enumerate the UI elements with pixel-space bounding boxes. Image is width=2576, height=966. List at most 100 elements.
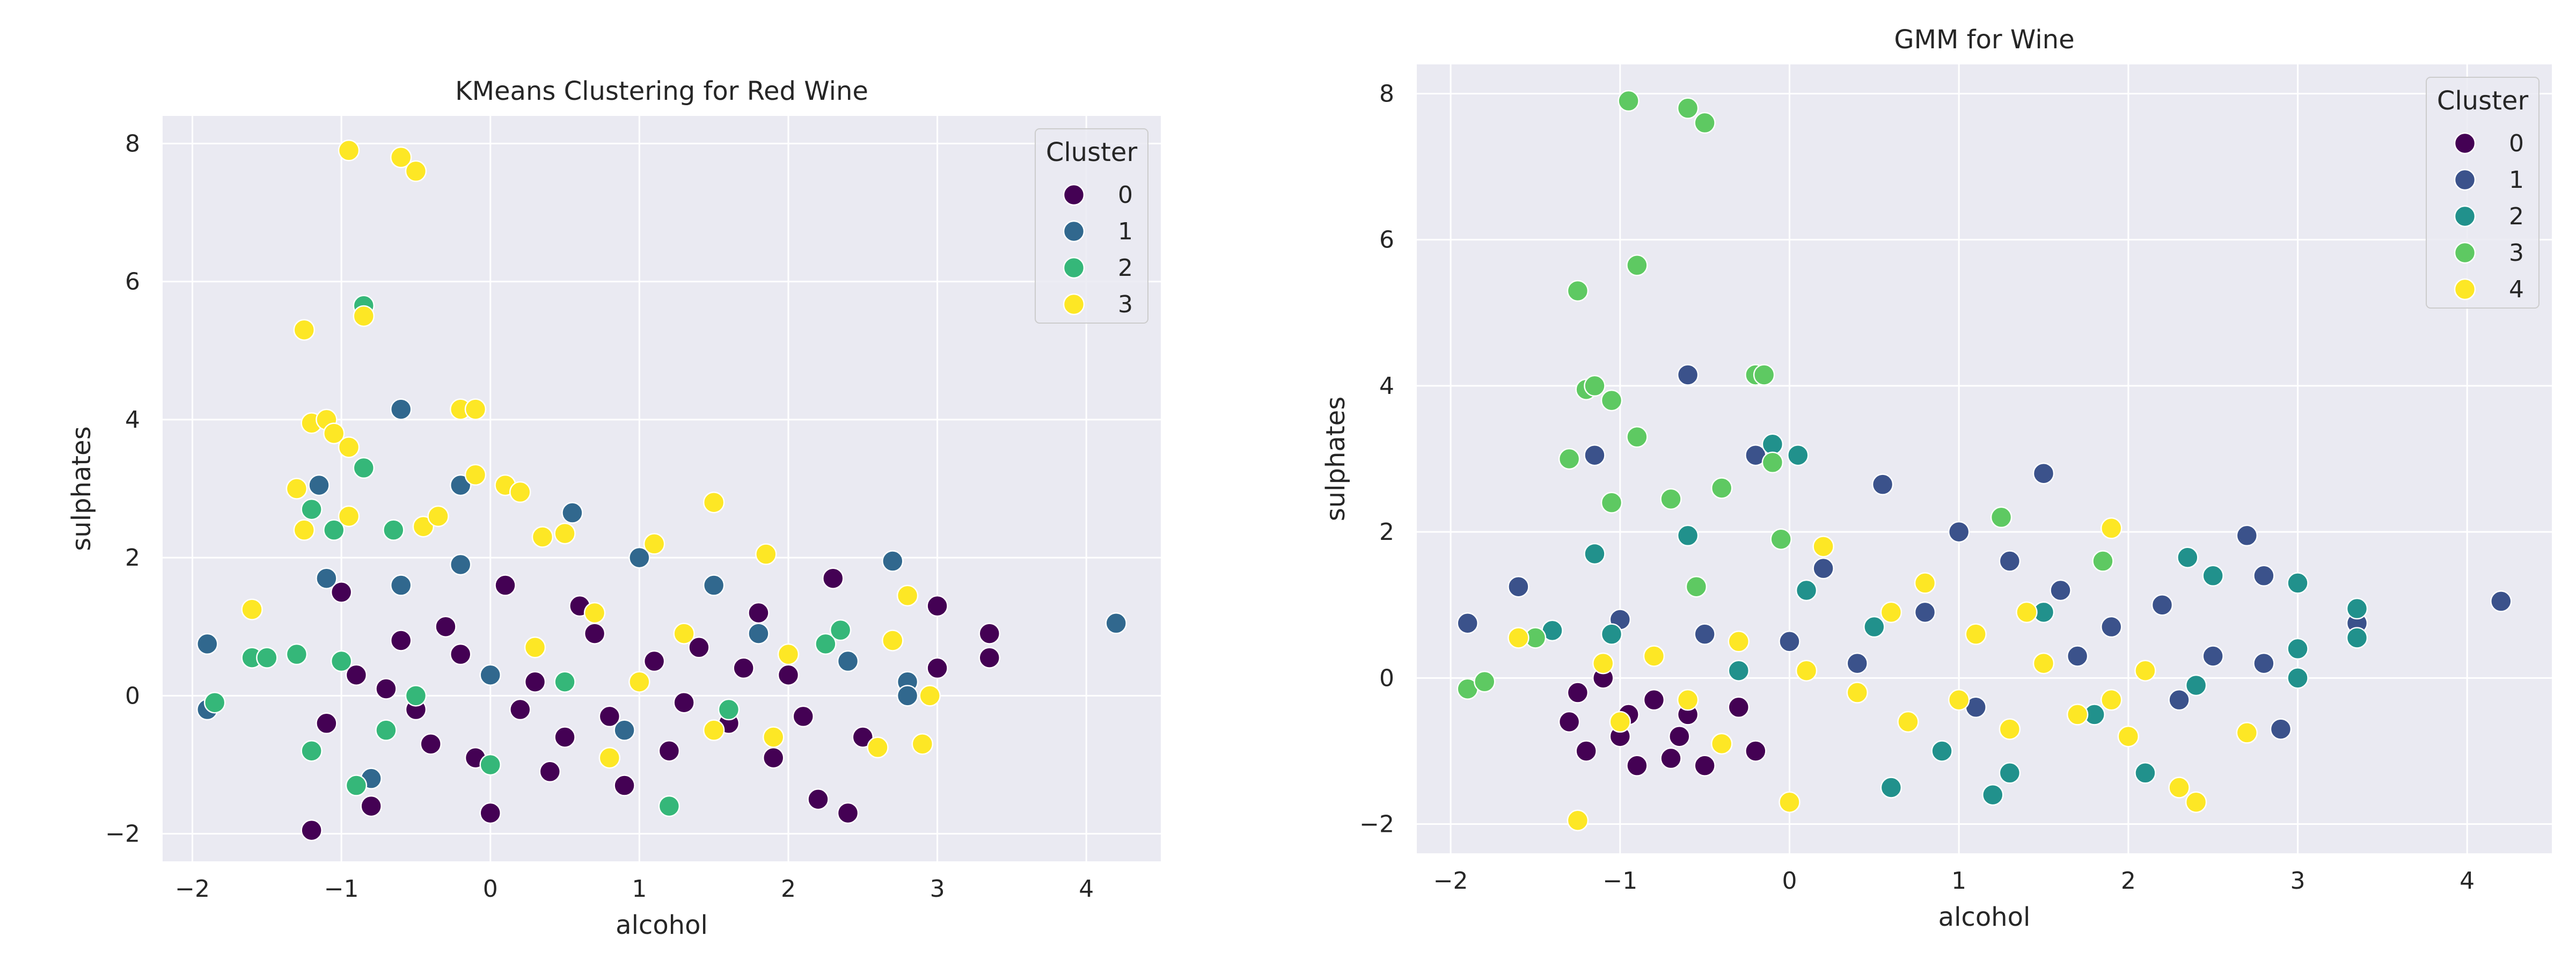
- scatter-point-cluster-4: [1965, 623, 1987, 645]
- scatter-point-cluster-0: [643, 650, 665, 672]
- scatter-point-cluster-2: [2287, 572, 2309, 594]
- scatter-point-cluster-2: [405, 685, 427, 707]
- scatter-point-cluster-0: [1558, 711, 1580, 733]
- scatter-point-cluster-3: [1618, 90, 1640, 112]
- scatter-point-cluster-3: [598, 747, 621, 769]
- scatter-point-cluster-4: [1897, 711, 1919, 733]
- scatter-point-cluster-4: [2117, 725, 2140, 748]
- scatter-point-cluster-0: [1745, 740, 1767, 762]
- legend-marker: [1063, 257, 1085, 279]
- scatter-point-cluster-2: [256, 647, 278, 669]
- scatter-point-cluster-2: [1931, 740, 1953, 762]
- scatter-point-cluster-0: [978, 623, 1000, 645]
- scatter-point-cluster-4: [1567, 809, 1589, 831]
- scatter-point-cluster-4: [1677, 689, 1699, 711]
- scatter-point-cluster-0: [852, 726, 874, 748]
- scatter-point-cluster-1: [1948, 521, 1970, 543]
- scatter-point-cluster-0: [435, 616, 457, 638]
- scatter-point-cluster-1: [2202, 645, 2224, 667]
- scatter-point-cluster-2: [2134, 762, 2156, 784]
- scatter-point-cluster-4: [1609, 711, 1631, 733]
- scatter-point-cluster-4: [1999, 718, 2021, 740]
- scatter-point-cluster-0: [301, 819, 323, 841]
- legend-marker: [2454, 169, 2476, 191]
- scatter-point-cluster-4: [1880, 601, 1902, 624]
- scatter-point-cluster-2: [323, 519, 345, 541]
- scatter-point-cluster-2: [1787, 444, 1809, 466]
- scatter-point-cluster-3: [583, 602, 606, 624]
- scatter-point-cluster-3: [1600, 389, 1623, 412]
- kmeans-scatter-panel: −2 −1 0 1 2 3 4 −2 0 2 4 6 8 KMeans Clustering for Re…: [67, 76, 1161, 940]
- scatter-point-cluster-0: [479, 802, 501, 824]
- scatter-point-cluster-1: [1105, 612, 1127, 634]
- legend-entry-label: 0: [1118, 181, 1133, 209]
- scatter-point-cluster-3: [1685, 575, 1708, 598]
- legend-entry-label: 2: [2509, 203, 2524, 230]
- scatter-point-cluster-2: [330, 650, 353, 672]
- scatter-point-cluster-1: [1914, 601, 1936, 624]
- x-tick-label: −2: [175, 875, 210, 903]
- scatter-point-cluster-2: [286, 643, 308, 665]
- legend-entry-label: 2: [1118, 254, 1133, 282]
- scatter-point-cluster-3: [412, 515, 435, 538]
- scatter-point-cluster-2: [1677, 524, 1699, 547]
- scatter-point-cluster-3: [338, 140, 360, 162]
- scatter-point-cluster-3: [867, 736, 889, 759]
- scatter-point-cluster-1: [2253, 565, 2275, 587]
- scatter-point-cluster-2: [1600, 623, 1623, 645]
- scatter-point-cluster-4: [2185, 791, 2207, 813]
- scatter-point-cluster-0: [390, 630, 412, 652]
- legend-marker: [1063, 184, 1085, 206]
- scatter-point-cluster-3: [464, 398, 487, 420]
- scatter-point-cluster-3: [919, 685, 941, 707]
- scatter-point-cluster-3: [762, 726, 785, 748]
- x-tick-label: 2: [2121, 867, 2136, 895]
- scatter-point-cluster-1: [1812, 557, 1834, 580]
- y-tick-label: 2: [125, 544, 140, 572]
- y-tick-label: 4: [1379, 372, 1394, 400]
- y-tick-label: 8: [1379, 80, 1394, 107]
- scatter-point-cluster-0: [509, 698, 531, 721]
- scatter-point-cluster-3: [1626, 254, 1648, 276]
- scatter-point-cluster-2: [479, 753, 501, 776]
- scatter-point-cluster-0: [360, 795, 382, 817]
- scatter-point-cluster-3: [464, 464, 487, 486]
- y-tick-label: 8: [125, 130, 140, 157]
- scatter-point-cluster-3: [755, 543, 777, 565]
- scatter-point-cluster-4: [2168, 777, 2190, 799]
- scatter-point-cluster-1: [2101, 616, 2123, 638]
- y-tick-label: 6: [1379, 226, 1394, 254]
- scatter-point-cluster-2: [203, 691, 226, 714]
- legend: Cluster 0 1 2 3 4: [2426, 77, 2540, 309]
- scatter-point-cluster-4: [1812, 536, 1834, 558]
- scatter-point-cluster-3: [1584, 375, 1606, 397]
- scatter-point-cluster-2: [1728, 660, 1750, 682]
- scatter-point-cluster-0: [316, 712, 338, 735]
- scatter-point-cluster-2: [1584, 543, 1606, 565]
- y-axis-label: sulphates: [1321, 397, 1351, 521]
- scatter-point-cluster-0: [1626, 755, 1648, 777]
- scatter-point-cluster-1: [702, 574, 725, 596]
- y-axis-label: sulphates: [67, 426, 97, 551]
- legend-entry-label: 1: [2509, 166, 2524, 194]
- scatter-point-cluster-3: [293, 319, 315, 341]
- scatter-point-cluster-1: [1846, 652, 1868, 675]
- scatter-point-cluster-1: [449, 553, 472, 576]
- scatter-point-cluster-2: [301, 740, 323, 762]
- scatter-point-cluster-0: [926, 657, 948, 679]
- scatter-point-cluster-2: [383, 519, 405, 541]
- x-tick-label: 0: [1782, 867, 1797, 895]
- scatter-point-cluster-3: [911, 733, 934, 755]
- scatter-point-cluster-2: [658, 795, 680, 817]
- scatter-point-cluster-1: [2253, 652, 2275, 675]
- scatter-point-cluster-1: [196, 633, 218, 655]
- scatter-point-cluster-0: [733, 657, 755, 679]
- scatter-point-cluster-1: [1677, 364, 1699, 386]
- scatter-point-cluster-1: [613, 719, 635, 741]
- scatter-point-cluster-1: [748, 623, 770, 645]
- scatter-point-cluster-3: [702, 491, 725, 514]
- scatter-point-cluster-3: [1558, 448, 1580, 470]
- x-tick-label: 1: [1951, 867, 1966, 895]
- y-tick-label: −2: [105, 821, 140, 848]
